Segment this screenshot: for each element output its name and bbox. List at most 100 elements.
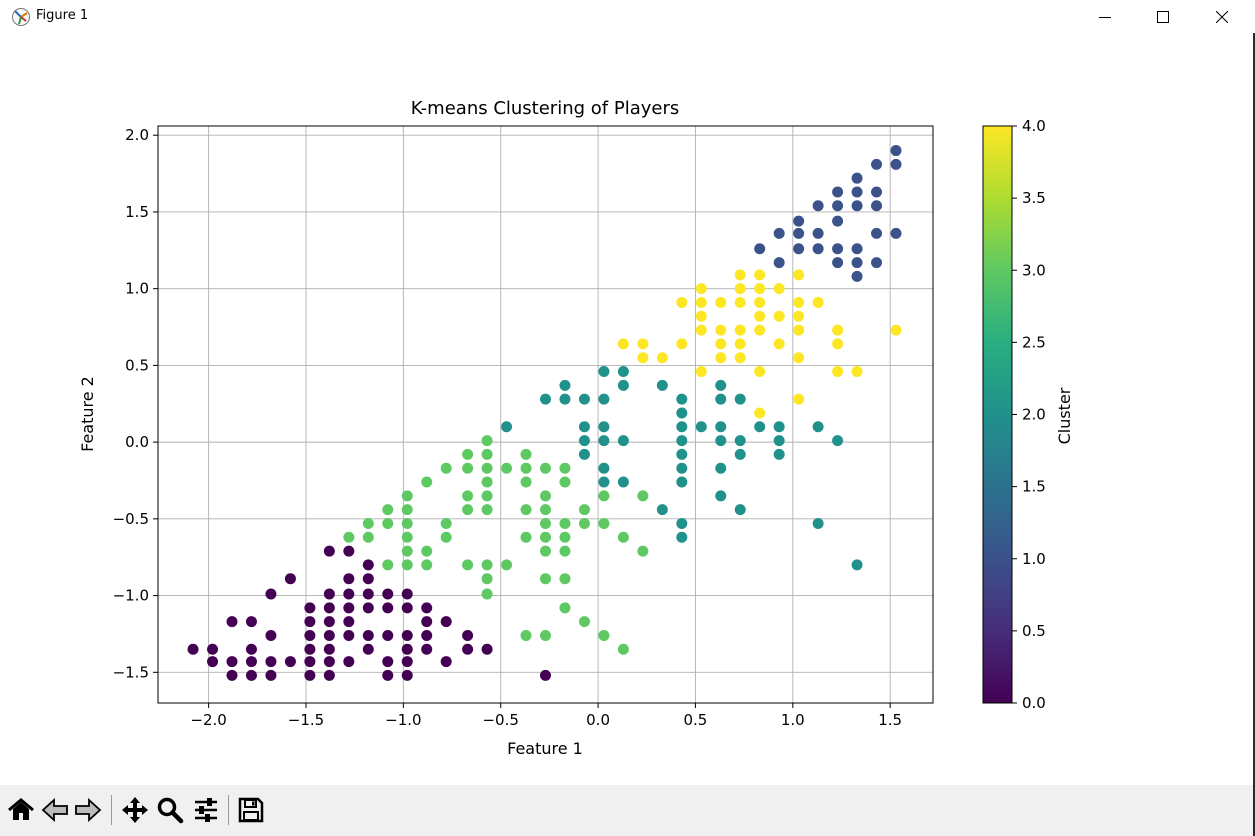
y-tick-label: −1.0 bbox=[113, 587, 149, 605]
data-point-cluster-3 bbox=[540, 573, 551, 585]
data-point-cluster-1 bbox=[793, 227, 805, 239]
data-point-cluster-2 bbox=[734, 435, 746, 447]
data-point-cluster-0 bbox=[323, 616, 335, 628]
data-point-cluster-3 bbox=[520, 476, 532, 488]
data-point-cluster-3 bbox=[578, 616, 590, 628]
data-point-cluster-1 bbox=[851, 200, 863, 212]
y-tick-label: 1.0 bbox=[125, 280, 149, 298]
data-point-cluster-3 bbox=[598, 490, 610, 502]
data-point-cluster-3 bbox=[637, 490, 649, 502]
zoom-button[interactable] bbox=[153, 793, 187, 827]
y-tick-label: 0.5 bbox=[125, 356, 149, 374]
window-titlebar: Figure 1 bbox=[0, 0, 1255, 33]
data-point-cluster-0 bbox=[245, 643, 257, 655]
save-button[interactable] bbox=[234, 793, 268, 827]
data-point-cluster-2 bbox=[715, 379, 727, 391]
data-point-cluster-3 bbox=[540, 462, 551, 474]
data-point-cluster-4 bbox=[793, 310, 805, 322]
data-point-cluster-2 bbox=[773, 435, 785, 447]
maximize-button[interactable] bbox=[1134, 0, 1192, 33]
data-point-cluster-4 bbox=[754, 283, 766, 295]
data-point-cluster-0 bbox=[421, 602, 433, 614]
data-point-cluster-2 bbox=[578, 435, 590, 447]
data-point-cluster-0 bbox=[440, 656, 452, 668]
data-point-cluster-0 bbox=[245, 656, 257, 668]
forward-button[interactable] bbox=[71, 793, 105, 827]
x-tick-label: −0.5 bbox=[482, 711, 518, 729]
data-point-cluster-0 bbox=[304, 656, 316, 668]
data-point-cluster-2 bbox=[773, 421, 785, 433]
pan-button[interactable] bbox=[118, 793, 152, 827]
data-point-cluster-3 bbox=[520, 448, 532, 460]
colorbar-tick-label: 2.5 bbox=[1022, 333, 1046, 351]
data-point-cluster-3 bbox=[540, 504, 551, 516]
data-point-cluster-2 bbox=[598, 476, 610, 488]
data-point-cluster-0 bbox=[401, 643, 413, 655]
data-point-cluster-2 bbox=[676, 448, 688, 460]
data-point-cluster-2 bbox=[695, 421, 707, 433]
data-point-cluster-1 bbox=[773, 227, 785, 239]
data-point-cluster-3 bbox=[559, 573, 571, 585]
data-point-cluster-3 bbox=[401, 531, 413, 543]
data-point-cluster-4 bbox=[754, 296, 766, 308]
data-point-cluster-2 bbox=[715, 421, 727, 433]
data-point-cluster-3 bbox=[540, 545, 551, 557]
data-point-cluster-0 bbox=[323, 545, 335, 557]
data-point-cluster-1 bbox=[890, 227, 902, 239]
save-icon bbox=[238, 797, 264, 823]
matplotlib-app-icon bbox=[11, 7, 31, 27]
home-button[interactable] bbox=[4, 793, 38, 827]
data-point-cluster-3 bbox=[559, 602, 571, 614]
data-point-cluster-1 bbox=[851, 186, 863, 198]
data-point-cluster-2 bbox=[598, 366, 610, 378]
data-point-cluster-1 bbox=[793, 243, 805, 255]
data-point-cluster-3 bbox=[559, 517, 571, 529]
data-point-cluster-3 bbox=[462, 559, 474, 571]
configure-subplots-button[interactable] bbox=[189, 793, 223, 827]
data-point-cluster-3 bbox=[520, 504, 532, 516]
minimize-button[interactable] bbox=[1076, 0, 1134, 33]
data-point-cluster-0 bbox=[226, 656, 238, 668]
data-point-cluster-0 bbox=[343, 656, 355, 668]
close-button[interactable] bbox=[1193, 0, 1251, 33]
back-button[interactable] bbox=[38, 793, 72, 827]
data-point-cluster-3 bbox=[401, 545, 413, 557]
data-point-cluster-0 bbox=[401, 656, 413, 668]
data-point-cluster-4 bbox=[695, 283, 707, 295]
data-point-cluster-0 bbox=[284, 573, 296, 585]
data-point-cluster-0 bbox=[265, 629, 277, 641]
forward-icon bbox=[75, 798, 102, 822]
y-tick-label: 0.0 bbox=[125, 433, 149, 451]
data-point-cluster-0 bbox=[304, 629, 316, 641]
data-point-cluster-3 bbox=[481, 462, 493, 474]
data-point-cluster-3 bbox=[382, 559, 394, 571]
data-point-cluster-0 bbox=[401, 602, 413, 614]
zoom-icon bbox=[157, 797, 184, 824]
data-point-cluster-3 bbox=[559, 476, 571, 488]
data-point-cluster-0 bbox=[343, 602, 355, 614]
data-point-cluster-3 bbox=[462, 462, 474, 474]
data-point-cluster-1 bbox=[832, 215, 844, 227]
data-point-cluster-0 bbox=[401, 669, 413, 681]
data-point-cluster-0 bbox=[401, 588, 413, 600]
data-point-cluster-0 bbox=[207, 656, 219, 668]
data-point-cluster-0 bbox=[382, 669, 394, 681]
colorbar-tick-label: 1.0 bbox=[1022, 550, 1046, 568]
data-point-cluster-3 bbox=[520, 531, 532, 543]
y-tick-label: 2.0 bbox=[125, 126, 149, 144]
y-tick-label: 1.5 bbox=[125, 203, 149, 221]
data-point-cluster-2 bbox=[754, 421, 766, 433]
data-point-cluster-0 bbox=[362, 588, 374, 600]
data-point-cluster-0 bbox=[401, 629, 413, 641]
data-point-cluster-2 bbox=[812, 517, 824, 529]
data-point-cluster-3 bbox=[540, 490, 551, 502]
data-point-cluster-2 bbox=[540, 393, 551, 405]
data-point-cluster-0 bbox=[304, 602, 316, 614]
x-tick-label: 1.5 bbox=[878, 711, 902, 729]
colorbar-ticks: 0.0 0.5 1.0 1.5 2.0 2.5 3.0 3.5 4.0 bbox=[1012, 117, 1046, 712]
data-point-cluster-4 bbox=[754, 366, 766, 378]
data-point-cluster-2 bbox=[559, 393, 571, 405]
data-point-cluster-2 bbox=[656, 379, 668, 391]
data-point-cluster-2 bbox=[617, 379, 629, 391]
data-point-cluster-4 bbox=[793, 393, 805, 405]
